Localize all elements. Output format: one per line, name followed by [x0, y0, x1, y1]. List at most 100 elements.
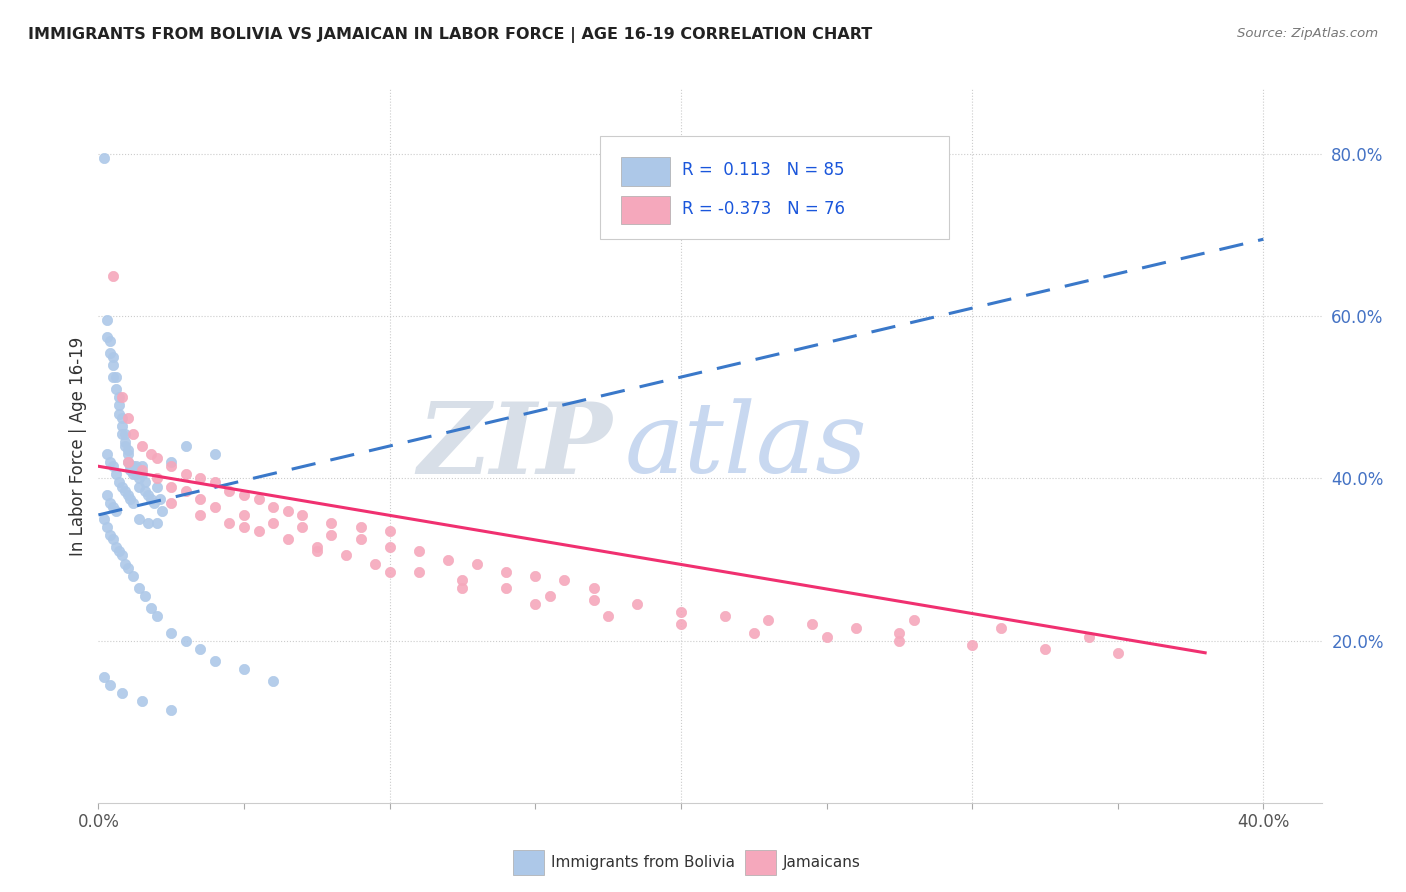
Text: R =  0.113   N = 85: R = 0.113 N = 85 — [682, 161, 845, 179]
Point — [582, 581, 605, 595]
Point — [134, 483, 156, 498]
Point — [114, 483, 136, 498]
Point — [1077, 630, 1099, 644]
Point — [108, 390, 131, 404]
Point — [108, 475, 131, 490]
Point — [111, 390, 134, 404]
Point — [889, 633, 911, 648]
Point — [120, 491, 142, 506]
Point — [204, 475, 226, 490]
Point — [142, 496, 165, 510]
Point — [160, 702, 183, 716]
Point — [104, 541, 127, 555]
Point — [204, 500, 226, 514]
Point — [277, 533, 299, 547]
Point — [98, 678, 121, 692]
Point — [131, 439, 153, 453]
Point — [247, 491, 270, 506]
Point — [845, 622, 868, 636]
Point — [122, 426, 145, 441]
Point — [145, 479, 167, 493]
Point — [233, 662, 256, 676]
Point — [139, 491, 162, 506]
Point — [117, 560, 139, 574]
Point — [291, 520, 314, 534]
Point — [321, 528, 343, 542]
Text: R = -0.373   N = 76: R = -0.373 N = 76 — [682, 200, 845, 218]
Text: Jamaicans: Jamaicans — [783, 855, 860, 870]
Point — [160, 496, 183, 510]
Point — [188, 641, 212, 656]
Point — [93, 512, 115, 526]
Point — [111, 426, 134, 441]
Point — [233, 488, 256, 502]
Point — [815, 630, 838, 644]
Point — [93, 151, 115, 165]
Point — [408, 565, 430, 579]
Point — [104, 504, 127, 518]
Point — [451, 581, 474, 595]
Point — [111, 686, 134, 700]
Point — [101, 350, 124, 364]
Point — [160, 455, 183, 469]
Point — [669, 617, 692, 632]
Point — [98, 528, 121, 542]
Point — [626, 597, 648, 611]
Point — [111, 418, 134, 433]
Point — [111, 479, 134, 493]
Point — [104, 370, 127, 384]
Point — [114, 426, 136, 441]
Point — [152, 504, 174, 518]
Text: atlas: atlas — [624, 399, 868, 493]
Point — [145, 451, 167, 466]
Point — [117, 443, 139, 458]
Point — [524, 568, 547, 582]
Text: ZIP: ZIP — [418, 398, 612, 494]
Point — [139, 601, 162, 615]
Point — [117, 410, 139, 425]
Point — [149, 491, 172, 506]
Point — [111, 410, 134, 425]
Point — [136, 488, 159, 502]
Point — [349, 533, 371, 547]
Point — [756, 613, 779, 627]
Point — [305, 541, 328, 555]
Point — [108, 407, 131, 421]
Point — [233, 508, 256, 522]
Point — [204, 654, 226, 668]
Point — [131, 694, 153, 708]
Point — [101, 500, 124, 514]
Point — [174, 483, 197, 498]
Point — [96, 520, 118, 534]
Point — [378, 524, 401, 538]
Point — [96, 313, 118, 327]
Point — [335, 549, 357, 563]
Point — [262, 500, 284, 514]
Point — [524, 597, 547, 611]
Point — [131, 467, 153, 482]
Point — [117, 488, 139, 502]
Point — [96, 447, 118, 461]
Point — [582, 593, 605, 607]
Point — [553, 573, 575, 587]
Point — [122, 459, 145, 474]
Point — [903, 613, 925, 627]
Point — [305, 544, 328, 558]
Point — [160, 459, 183, 474]
Point — [117, 455, 139, 469]
Point — [378, 541, 401, 555]
Point — [117, 455, 139, 469]
Point — [104, 382, 127, 396]
Point — [117, 447, 139, 461]
Point — [101, 459, 124, 474]
Point — [136, 516, 159, 530]
Point — [145, 609, 167, 624]
Point — [321, 516, 343, 530]
Point — [204, 447, 226, 461]
FancyBboxPatch shape — [620, 195, 669, 224]
Point — [801, 617, 824, 632]
FancyBboxPatch shape — [620, 157, 669, 186]
Point — [134, 589, 156, 603]
Point — [742, 625, 765, 640]
Point — [188, 491, 212, 506]
